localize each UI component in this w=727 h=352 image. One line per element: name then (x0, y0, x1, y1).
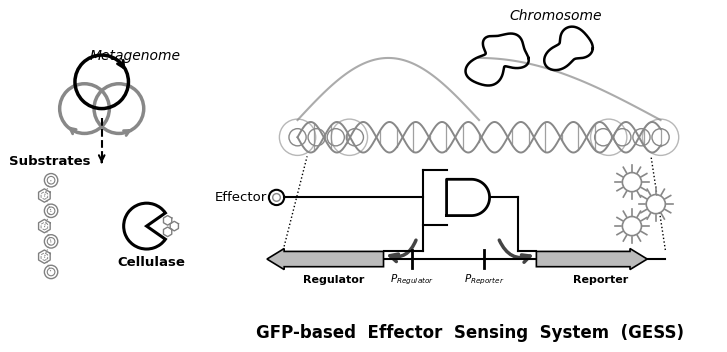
Text: Cellulase: Cellulase (118, 256, 185, 269)
FancyArrow shape (537, 249, 647, 270)
Text: $P_{Regulator}$: $P_{Regulator}$ (390, 272, 434, 287)
Text: $P_{Reporter}$: $P_{Reporter}$ (464, 272, 504, 287)
Circle shape (648, 196, 664, 212)
Text: Regulator: Regulator (303, 275, 364, 285)
Text: Chromosome: Chromosome (509, 9, 602, 23)
Circle shape (624, 219, 640, 234)
Text: Metagenome: Metagenome (89, 49, 180, 63)
FancyArrow shape (267, 249, 384, 270)
Text: GFP-based  Effector  Sensing  System  (GESS): GFP-based Effector Sensing System (GESS) (255, 324, 683, 342)
Text: Effector: Effector (214, 191, 267, 204)
Circle shape (624, 175, 640, 190)
Polygon shape (446, 179, 489, 215)
Text: Substrates: Substrates (9, 155, 91, 168)
Text: Reporter: Reporter (573, 275, 628, 285)
